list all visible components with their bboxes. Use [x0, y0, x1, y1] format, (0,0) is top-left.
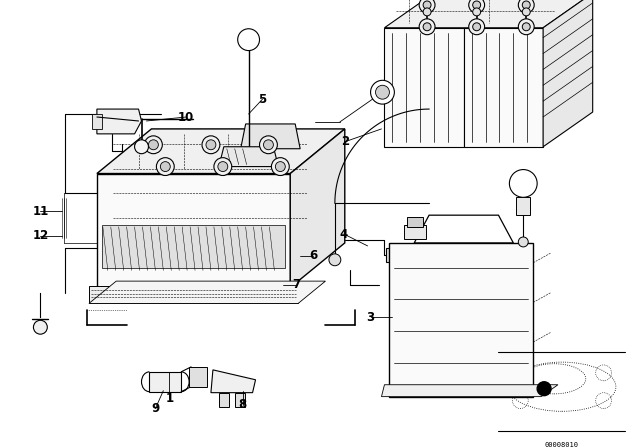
- Bar: [150, 372, 181, 392]
- Circle shape: [522, 8, 530, 16]
- Circle shape: [259, 136, 277, 154]
- Circle shape: [518, 237, 528, 247]
- Circle shape: [148, 140, 158, 150]
- Bar: [387, 248, 398, 262]
- Circle shape: [134, 140, 148, 154]
- Polygon shape: [543, 0, 593, 147]
- Text: 4: 4: [340, 228, 348, 241]
- Circle shape: [237, 29, 259, 51]
- Circle shape: [518, 0, 534, 13]
- Text: 00008010: 00008010: [545, 442, 579, 448]
- Text: 5: 5: [259, 93, 267, 106]
- Text: 3: 3: [367, 311, 374, 324]
- Text: 9: 9: [151, 402, 159, 415]
- Bar: [389, 243, 533, 396]
- Circle shape: [218, 162, 228, 172]
- Bar: [516, 197, 530, 215]
- Polygon shape: [291, 129, 345, 288]
- Polygon shape: [89, 281, 326, 303]
- Bar: [89, 285, 298, 303]
- Polygon shape: [381, 385, 558, 396]
- Circle shape: [376, 85, 389, 99]
- Circle shape: [214, 158, 232, 176]
- Circle shape: [156, 158, 174, 176]
- Circle shape: [473, 1, 481, 9]
- Bar: [404, 225, 426, 239]
- Polygon shape: [219, 147, 278, 167]
- Polygon shape: [464, 28, 543, 147]
- Bar: [189, 367, 207, 387]
- Circle shape: [468, 19, 484, 34]
- Circle shape: [468, 0, 484, 13]
- Circle shape: [473, 23, 481, 31]
- Circle shape: [264, 140, 273, 150]
- Circle shape: [145, 136, 163, 154]
- Text: 11: 11: [32, 205, 49, 218]
- Circle shape: [522, 23, 530, 31]
- Bar: [97, 173, 291, 288]
- Bar: [102, 225, 285, 268]
- Text: 1: 1: [165, 392, 173, 405]
- Polygon shape: [97, 129, 345, 173]
- Circle shape: [522, 1, 530, 9]
- Circle shape: [271, 158, 289, 176]
- Text: 10: 10: [178, 111, 195, 124]
- Circle shape: [419, 0, 435, 13]
- Circle shape: [423, 1, 431, 9]
- Text: 8: 8: [239, 398, 247, 411]
- Text: 2: 2: [340, 135, 349, 148]
- Circle shape: [329, 254, 341, 266]
- Polygon shape: [241, 124, 300, 149]
- Circle shape: [423, 8, 431, 16]
- Polygon shape: [385, 28, 464, 147]
- Polygon shape: [97, 109, 141, 134]
- Circle shape: [473, 8, 481, 16]
- Circle shape: [275, 162, 285, 172]
- Polygon shape: [211, 370, 255, 392]
- Circle shape: [161, 162, 170, 172]
- Polygon shape: [92, 114, 102, 129]
- Text: 12: 12: [32, 229, 49, 242]
- Polygon shape: [235, 392, 244, 406]
- Bar: [407, 217, 423, 227]
- Circle shape: [33, 320, 47, 334]
- Circle shape: [371, 80, 394, 104]
- Circle shape: [206, 140, 216, 150]
- Circle shape: [423, 23, 431, 31]
- Circle shape: [202, 136, 220, 154]
- Circle shape: [509, 169, 537, 197]
- Circle shape: [518, 19, 534, 34]
- Text: 6: 6: [309, 250, 317, 263]
- Circle shape: [419, 19, 435, 34]
- Circle shape: [537, 382, 551, 396]
- Polygon shape: [385, 0, 593, 28]
- Text: 7: 7: [292, 278, 300, 291]
- Polygon shape: [219, 392, 228, 406]
